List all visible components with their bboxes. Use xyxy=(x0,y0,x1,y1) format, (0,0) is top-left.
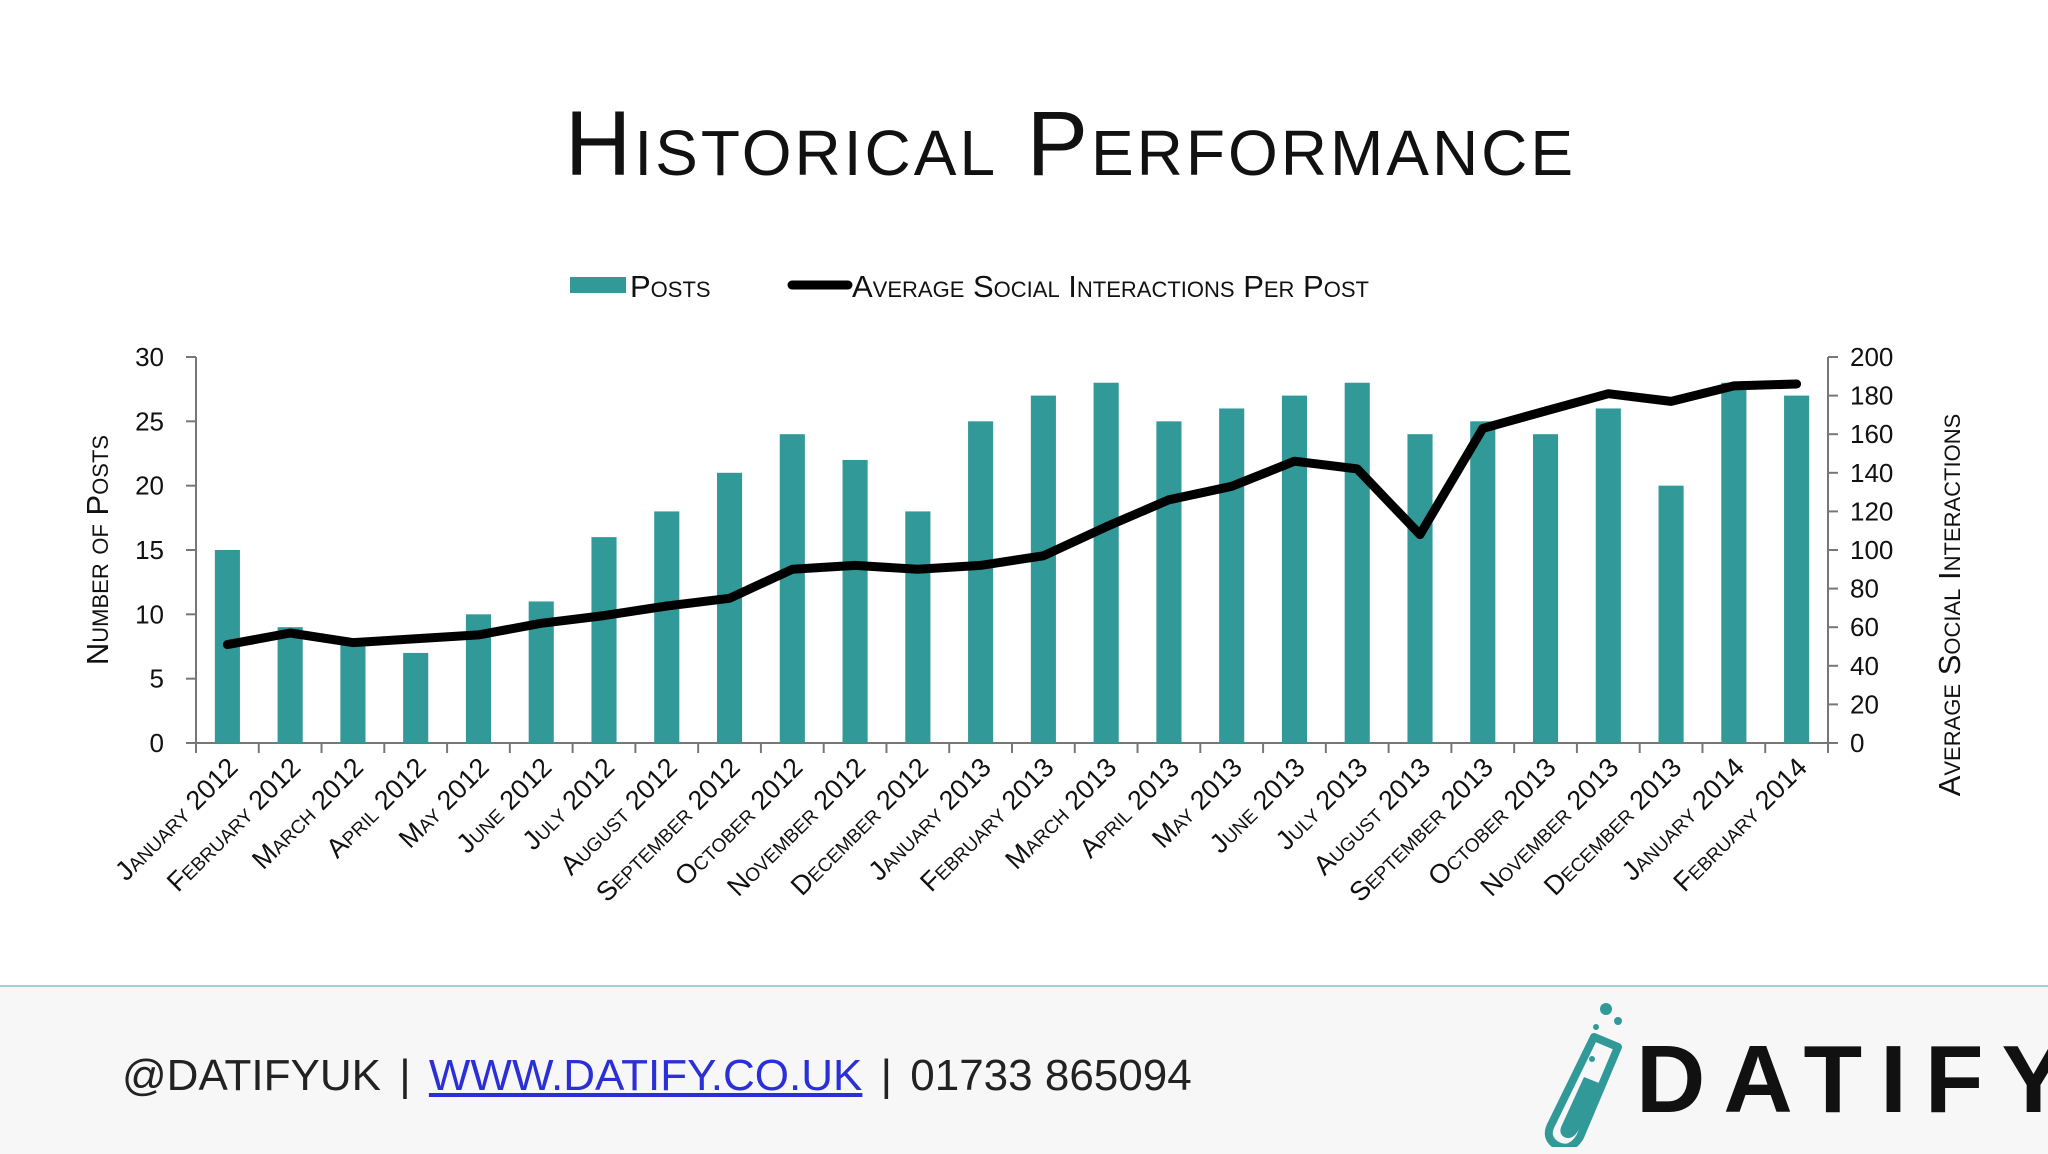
bar-posts xyxy=(1532,434,1559,743)
bar-posts xyxy=(1784,395,1810,743)
test-tube-icon xyxy=(1544,1003,1622,1147)
bar-posts xyxy=(1030,395,1056,743)
bar-posts xyxy=(779,434,805,743)
bar-posts xyxy=(1093,382,1119,743)
chart-title: Historical Performance xyxy=(564,93,1577,195)
footer-contact: @DATIFYUK | WWW.DATIFY.CO.UK | 01733 865… xyxy=(122,1051,1192,1101)
footer: @DATIFYUK | WWW.DATIFY.CO.UK | 01733 865… xyxy=(0,985,2048,1154)
bar-posts xyxy=(842,459,868,743)
bar-posts xyxy=(591,537,617,743)
bar-posts xyxy=(1281,395,1308,743)
bar-posts xyxy=(716,472,743,743)
datify-logo: DATIFY xyxy=(1540,997,2048,1147)
y-tick-label: 30 xyxy=(135,342,164,372)
line-avg-interactions xyxy=(222,379,1802,650)
y2-tick-label: 0 xyxy=(1850,728,1864,758)
y-tick-label: 10 xyxy=(135,599,164,629)
y-tick-label: 20 xyxy=(135,471,164,501)
y2-tick-label: 160 xyxy=(1850,419,1893,449)
legend-label-posts: Posts xyxy=(630,269,711,304)
y2-tick-label: 100 xyxy=(1850,535,1893,565)
legend-label-line: Average Social Interactions Per Post xyxy=(852,269,1369,304)
y-tick-label: 25 xyxy=(135,406,164,436)
y-axis-title: Number of Posts xyxy=(80,435,115,665)
y-tick-label: 15 xyxy=(135,535,164,565)
y2-axis-title: Average Social Interactions xyxy=(1932,414,1967,797)
y-tick-label: 0 xyxy=(150,728,164,758)
separator: | xyxy=(399,1051,411,1100)
bar-posts xyxy=(1344,382,1370,743)
y2-tick-label: 120 xyxy=(1850,496,1893,526)
legend-swatch-posts xyxy=(570,277,626,293)
bar-posts xyxy=(1156,421,1182,743)
phone-number: 01733 865094 xyxy=(910,1051,1192,1100)
y2-tick-label: 40 xyxy=(1850,651,1879,681)
bar-posts xyxy=(1721,382,1747,743)
logo-text: DATIFY xyxy=(1636,1026,2048,1133)
bar-posts xyxy=(905,511,931,743)
bar-posts xyxy=(277,627,303,743)
y2-tick-label: 60 xyxy=(1850,612,1879,642)
bar-posts xyxy=(654,511,680,743)
y2-tick-label: 200 xyxy=(1850,342,1893,372)
bar-posts xyxy=(403,652,429,743)
bar-posts xyxy=(1407,434,1433,743)
bar-posts xyxy=(1219,408,1245,743)
bar-posts xyxy=(968,421,994,743)
bar-posts xyxy=(1470,421,1496,743)
bar-posts xyxy=(1595,408,1621,743)
y2-tick-label: 180 xyxy=(1850,381,1893,411)
y2-tick-label: 20 xyxy=(1850,689,1879,719)
bar-posts xyxy=(1658,485,1684,743)
separator: | xyxy=(880,1051,893,1100)
y2-tick-label: 80 xyxy=(1850,574,1879,604)
y2-tick-label: 140 xyxy=(1850,458,1893,488)
twitter-handle[interactable]: @DATIFYUK xyxy=(122,1051,381,1100)
chart: 051015202530020406080100120140160180200J… xyxy=(80,269,1967,908)
y-tick-label: 5 xyxy=(150,664,164,694)
website-link[interactable]: WWW.DATIFY.CO.UK xyxy=(428,1051,863,1100)
bar-posts xyxy=(340,640,366,743)
